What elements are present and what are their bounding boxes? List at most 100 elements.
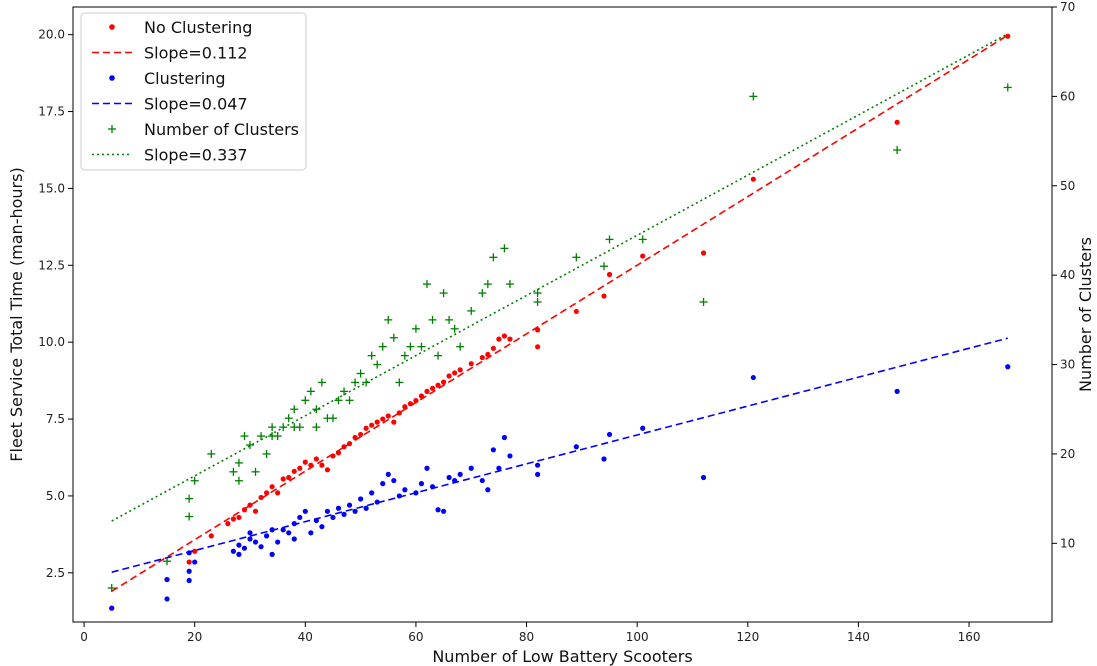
cluster-point	[290, 405, 299, 414]
data-point	[468, 361, 474, 367]
data-point	[291, 536, 297, 542]
cluster-point	[190, 476, 199, 485]
data-point	[186, 559, 192, 565]
data-point	[490, 345, 496, 351]
data-point	[247, 530, 253, 536]
x-tick-label: 140	[847, 630, 870, 644]
data-point	[750, 374, 756, 381]
data-point	[446, 373, 452, 379]
y-axis-title: Fleet Service Total Time (man-hours)	[7, 167, 26, 461]
data-point	[535, 471, 541, 477]
data-point	[313, 456, 319, 462]
data-point	[700, 250, 707, 256]
data-point	[424, 465, 430, 471]
series-1	[109, 33, 1011, 611]
data-point	[247, 502, 253, 508]
y-tick-label: 5.0	[46, 489, 65, 503]
data-point	[275, 490, 281, 496]
cluster-point	[312, 423, 321, 432]
data-point	[275, 539, 281, 545]
cluster-point	[638, 235, 647, 244]
data-point	[109, 605, 115, 611]
plot-area	[72, 6, 1053, 623]
data-point	[640, 425, 646, 431]
legend-label: Slope=0.337	[144, 146, 248, 165]
cluster-point	[367, 351, 376, 360]
cluster-point	[489, 253, 498, 262]
data-point	[402, 487, 408, 493]
data-point	[247, 536, 253, 542]
data-point	[186, 577, 192, 584]
data-point	[186, 568, 192, 574]
data-point	[380, 416, 386, 422]
data-point	[319, 462, 325, 468]
data-point	[236, 542, 242, 548]
y2-axis-title: Number of Clusters	[1076, 237, 1095, 392]
data-point	[269, 484, 275, 490]
data-point	[286, 474, 292, 481]
y2-tick-label: 70	[1060, 0, 1075, 14]
cluster-point	[295, 423, 304, 432]
cluster-point	[450, 324, 459, 333]
x-tick-label: 40	[298, 630, 313, 644]
cluster-point	[356, 369, 365, 378]
legend-label: Clustering	[144, 69, 226, 88]
cluster-point	[605, 235, 614, 244]
axes-layer: 0 20 40 60 80 100 120 140 160 2.5 5.0 7.5 10.0 12.5 15…	[38, 0, 1075, 644]
cluster-point	[207, 449, 216, 458]
data-point	[385, 471, 391, 477]
data-point	[363, 425, 369, 431]
data-point	[192, 548, 198, 554]
data-point	[374, 499, 380, 505]
data-point	[391, 477, 397, 484]
data-point	[302, 459, 308, 465]
cluster-point	[505, 280, 514, 289]
cluster-point	[599, 262, 608, 271]
legend: No Clustering Slope=0.112 Clustering Slope=…	[80, 12, 307, 171]
data-point	[291, 468, 297, 474]
cluster-point	[312, 405, 321, 414]
data-point	[452, 370, 458, 376]
cluster-point	[428, 315, 437, 324]
y2-tick-label: 30	[1060, 358, 1075, 372]
y2-tick-label: 10	[1060, 536, 1075, 550]
data-point	[535, 462, 541, 468]
cluster-point	[185, 494, 194, 503]
cluster-point	[306, 387, 315, 396]
cluster-point	[273, 432, 282, 441]
data-point	[225, 521, 231, 527]
cluster-point	[406, 342, 415, 351]
data-point	[263, 490, 270, 496]
data-point	[573, 308, 579, 315]
data-point	[457, 367, 463, 373]
legend-marker	[108, 125, 116, 133]
data-point	[457, 471, 463, 477]
x-tick-label: 0	[80, 630, 88, 644]
y-tick-label: 15.0	[38, 181, 65, 195]
cluster-point	[467, 306, 476, 315]
data-point	[479, 477, 485, 484]
data-point	[302, 508, 308, 514]
y-tick-label: 12.5	[38, 258, 65, 272]
x-axis-title: Number of Low Battery Scooters	[432, 647, 692, 666]
data-point	[535, 344, 541, 350]
cluster-point	[301, 396, 310, 405]
cluster-point	[334, 396, 343, 405]
data-point	[1005, 364, 1011, 370]
data-point	[440, 379, 447, 385]
data-point	[435, 507, 441, 513]
y2-tick-label: 40	[1060, 268, 1075, 282]
cluster-point	[445, 315, 454, 324]
data-point	[308, 530, 314, 536]
y-tick-label: 17.5	[38, 105, 65, 119]
data-point	[601, 293, 607, 299]
legend-marker	[109, 75, 115, 81]
data-point	[236, 514, 242, 521]
cluster-point	[893, 146, 902, 155]
cluster-point	[478, 289, 487, 298]
cluster-point	[384, 315, 393, 324]
y2-tick-label: 60	[1060, 89, 1075, 103]
y-tick-label: 7.5	[46, 412, 65, 426]
x-tick-label: 20	[187, 630, 202, 644]
